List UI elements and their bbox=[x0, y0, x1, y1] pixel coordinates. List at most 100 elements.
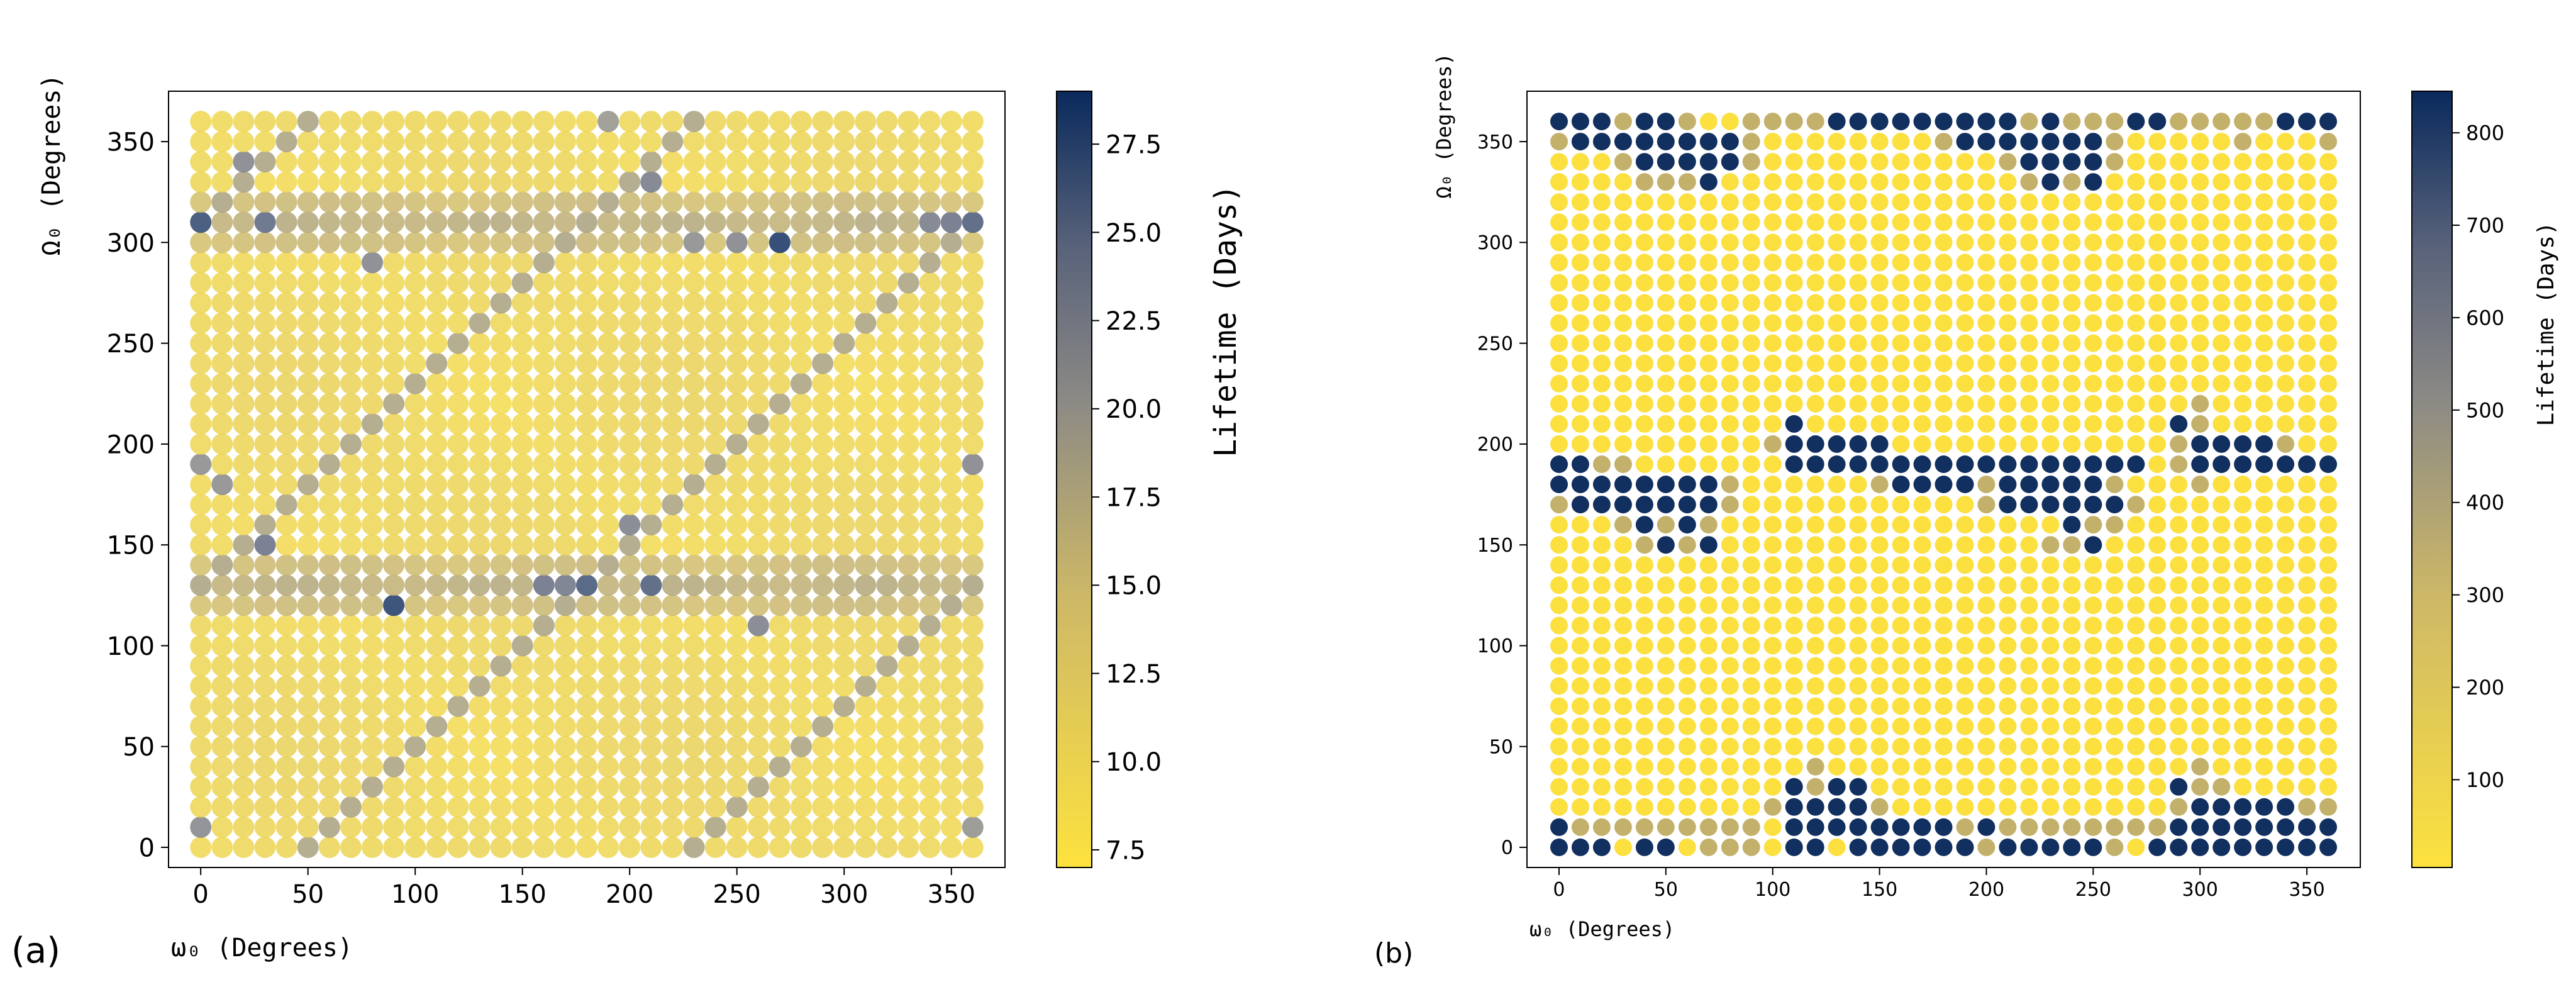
data-point bbox=[726, 474, 748, 495]
data-point bbox=[769, 474, 791, 495]
data-point bbox=[2084, 274, 2102, 292]
data-point bbox=[2020, 576, 2038, 594]
data-point bbox=[769, 776, 791, 798]
data-point bbox=[1849, 596, 1867, 615]
data-point bbox=[426, 635, 448, 657]
data-point bbox=[1571, 798, 1589, 816]
data-point bbox=[2255, 778, 2273, 796]
data-point bbox=[511, 816, 533, 838]
data-point bbox=[1678, 717, 1696, 735]
data-point bbox=[855, 231, 877, 254]
data-point bbox=[533, 474, 555, 495]
data-point bbox=[1657, 798, 1675, 816]
data-point bbox=[2191, 173, 2209, 191]
data-point bbox=[1935, 254, 1953, 272]
data-point bbox=[2234, 576, 2252, 594]
data-point bbox=[662, 594, 684, 616]
data-point bbox=[340, 413, 362, 435]
data-point bbox=[1635, 516, 1653, 534]
data-point bbox=[233, 454, 255, 475]
data-point bbox=[190, 393, 212, 415]
data-point bbox=[791, 534, 812, 556]
data-point bbox=[619, 494, 641, 516]
data-point bbox=[2127, 496, 2145, 514]
data-point bbox=[940, 615, 962, 637]
data-point bbox=[876, 474, 898, 495]
data-point bbox=[275, 131, 297, 153]
data-point bbox=[1678, 818, 1696, 836]
data-point bbox=[1550, 455, 1568, 473]
data-point bbox=[2041, 757, 2060, 776]
data-point bbox=[1977, 677, 1996, 695]
data-point bbox=[1678, 394, 1696, 413]
data-point bbox=[1550, 415, 1568, 433]
data-point bbox=[554, 433, 576, 455]
data-point bbox=[876, 675, 898, 697]
data-point bbox=[1785, 254, 1803, 272]
data-point bbox=[2191, 476, 2209, 493]
data-point bbox=[426, 131, 448, 153]
data-point bbox=[2255, 657, 2273, 675]
data-point bbox=[876, 272, 898, 294]
data-point bbox=[426, 272, 448, 294]
data-point bbox=[554, 372, 576, 394]
data-point bbox=[1892, 334, 1910, 352]
data-point bbox=[1977, 213, 1996, 231]
data-point bbox=[2106, 133, 2124, 151]
data-point bbox=[340, 332, 362, 354]
data-point bbox=[1913, 737, 1931, 756]
data-point bbox=[1956, 476, 1974, 493]
data-point bbox=[362, 635, 383, 657]
data-point bbox=[2020, 637, 2038, 655]
data-point bbox=[576, 836, 597, 858]
data-point bbox=[1571, 153, 1589, 171]
data-point bbox=[576, 252, 597, 274]
data-point bbox=[1571, 334, 1589, 352]
data-point bbox=[726, 695, 748, 717]
data-point bbox=[511, 312, 533, 334]
data-point bbox=[704, 715, 726, 737]
data-point bbox=[726, 151, 748, 173]
data-point bbox=[640, 756, 662, 778]
data-point bbox=[2212, 778, 2231, 796]
data-point bbox=[833, 332, 855, 354]
data-point bbox=[1614, 334, 1632, 352]
data-point bbox=[2084, 798, 2102, 816]
data-point bbox=[1550, 113, 1568, 131]
data-point bbox=[404, 675, 426, 697]
data-point bbox=[919, 574, 941, 596]
data-point bbox=[511, 231, 533, 254]
data-point bbox=[1870, 677, 1889, 695]
panel-b-points bbox=[1550, 113, 2337, 856]
data-point bbox=[447, 454, 469, 475]
data-point bbox=[640, 655, 662, 677]
data-point bbox=[1828, 294, 1846, 312]
data-point bbox=[1806, 818, 1824, 836]
data-point bbox=[897, 675, 919, 697]
data-point bbox=[597, 635, 619, 657]
data-point bbox=[2212, 193, 2231, 211]
data-point bbox=[1678, 697, 1696, 715]
data-point bbox=[2063, 274, 2081, 292]
data-point bbox=[2041, 274, 2060, 292]
data-point bbox=[704, 111, 726, 133]
data-point bbox=[1849, 354, 1867, 372]
data-point bbox=[1614, 657, 1632, 675]
data-point bbox=[1614, 516, 1632, 534]
data-point bbox=[2277, 616, 2295, 635]
data-point bbox=[1913, 476, 1931, 493]
data-point bbox=[297, 796, 319, 818]
data-point bbox=[1828, 153, 1846, 171]
data-point bbox=[2191, 596, 2209, 615]
data-point bbox=[640, 715, 662, 737]
data-point bbox=[383, 735, 405, 757]
data-point bbox=[597, 574, 619, 596]
data-point bbox=[897, 413, 919, 435]
data-point bbox=[2191, 314, 2209, 332]
data-point bbox=[597, 534, 619, 556]
data-point bbox=[1678, 616, 1696, 635]
data-point bbox=[940, 735, 962, 757]
data-point bbox=[1977, 818, 1996, 836]
data-point bbox=[318, 191, 340, 213]
